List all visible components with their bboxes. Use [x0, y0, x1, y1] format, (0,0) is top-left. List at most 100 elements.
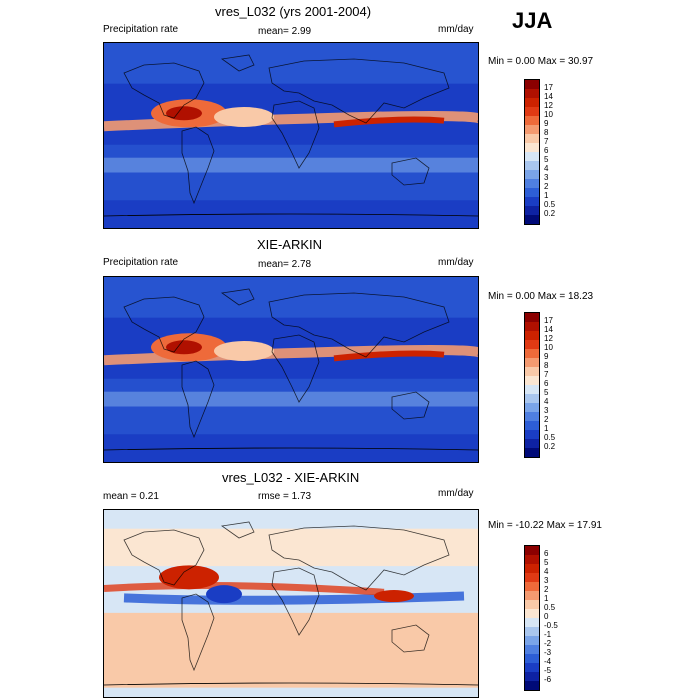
colorbar-swatch [525, 448, 539, 457]
colorbar-swatch [525, 358, 539, 367]
colorbar-swatch [525, 600, 539, 609]
colorbar-swatch [525, 188, 539, 197]
panel-1-title: vres_L032 (yrs 2001-2004) [215, 4, 372, 19]
colorbar-swatch [525, 403, 539, 412]
colorbar-swatch [525, 349, 539, 358]
panel-1-units: mm/day [438, 24, 474, 35]
colorbar-swatch [525, 654, 539, 663]
colorbar-swatch [525, 591, 539, 600]
colorbar-label: 6 [544, 146, 549, 155]
colorbar-label: 7 [544, 370, 549, 379]
colorbar-label: 0.2 [544, 209, 556, 218]
colorbar-swatch [525, 376, 539, 385]
colorbar-label: 0.5 [544, 200, 556, 209]
colorbar-label: 1 [544, 594, 549, 603]
panel-2-minmax: Min = 0.00 Max = 18.23 [488, 291, 594, 302]
panel-1-variable-label: Precipitation rate [103, 24, 179, 35]
panel-3-mean: mean = 0.21 [103, 491, 159, 502]
colorbar-swatch [525, 582, 539, 591]
panel-3-rmse: rmse = 1.73 [258, 491, 312, 502]
colorbar-label: 2 [544, 585, 549, 594]
colorbar-label: -4 [544, 657, 552, 666]
colorbar-label: 3 [544, 173, 549, 182]
colorbar-swatch [525, 681, 539, 690]
colorbar-swatch [525, 546, 539, 555]
colorbar-swatch [525, 663, 539, 672]
season-label: JJA [512, 8, 553, 33]
colorbar-label: 10 [544, 343, 553, 352]
colorbar-swatch [525, 618, 539, 627]
colorbar-label: 1 [544, 424, 549, 433]
colorbar-label: 8 [544, 361, 549, 370]
colorbar-label: 0.5 [544, 603, 556, 612]
colorbar-label: 8 [544, 128, 549, 137]
colorbar-swatch [525, 215, 539, 224]
colorbar-label: 5 [544, 388, 549, 397]
colorbar-swatch [525, 564, 539, 573]
colorbar-label: 2 [544, 182, 549, 191]
colorbar-swatch [525, 152, 539, 161]
colorbar-label: -0.5 [544, 621, 558, 630]
panel-2-colorbar [524, 312, 540, 458]
panel-3-title: vres_L032 - XIE-ARKIN [222, 470, 360, 485]
panel-3-minmax: Min = -10.22 Max = 17.91 [488, 520, 602, 531]
colorbar-swatch [525, 134, 539, 143]
colorbar-label: 17 [544, 316, 553, 325]
colorbar-label: 14 [544, 92, 553, 101]
colorbar-label: 4 [544, 567, 549, 576]
colorbar-swatch [525, 206, 539, 215]
colorbar-label: 12 [544, 101, 553, 110]
colorbar-swatch [525, 636, 539, 645]
colorbar-swatch [525, 609, 539, 618]
colorbar-label: 6 [544, 379, 549, 388]
colorbar-label: -1 [544, 630, 552, 639]
colorbar-swatch [525, 412, 539, 421]
colorbar-label: 4 [544, 164, 549, 173]
colorbar-label: -5 [544, 666, 552, 675]
colorbar-swatch [525, 125, 539, 134]
colorbar-swatch [525, 313, 539, 322]
colorbar-label: 5 [544, 558, 549, 567]
colorbar-label: 3 [544, 406, 549, 415]
panel-2-title: XIE-ARKIN [257, 237, 323, 252]
panel-2-variable-label: Precipitation rate [103, 257, 179, 268]
colorbar-label: 0.5 [544, 433, 556, 442]
colorbar-label: 9 [544, 119, 549, 128]
colorbar-label: 9 [544, 352, 549, 361]
colorbar-swatch [525, 98, 539, 107]
colorbar-swatch [525, 179, 539, 188]
colorbar-swatch [525, 430, 539, 439]
panel-2-units: mm/day [438, 257, 474, 268]
colorbar-label: -3 [544, 648, 552, 657]
panel-1-mean: mean= 2.99 [258, 26, 312, 37]
panel-1-minmax: Min = 0.00 Max = 30.97 [488, 56, 594, 67]
colorbar-label: 1 [544, 191, 549, 200]
colorbar-swatch [525, 107, 539, 116]
panel-1-map [103, 42, 479, 229]
colorbar-label: -6 [544, 675, 552, 684]
colorbar-label: 14 [544, 325, 553, 334]
colorbar-swatch [525, 80, 539, 89]
colorbar-swatch [525, 161, 539, 170]
colorbar-swatch [525, 573, 539, 582]
colorbar-swatch [525, 143, 539, 152]
colorbar-swatch [525, 627, 539, 636]
colorbar-label: 3 [544, 576, 549, 585]
colorbar-swatch [525, 555, 539, 564]
colorbar-swatch [525, 672, 539, 681]
colorbar-swatch [525, 331, 539, 340]
panel-3-map [103, 509, 479, 698]
colorbar-swatch [525, 439, 539, 448]
colorbar-label: 4 [544, 397, 549, 406]
colorbar-swatch [525, 197, 539, 206]
colorbar-label: 2 [544, 415, 549, 424]
colorbar-swatch [525, 394, 539, 403]
colorbar-swatch [525, 170, 539, 179]
colorbar-label: 0 [544, 612, 549, 621]
colorbar-swatch [525, 367, 539, 376]
colorbar-label: 7 [544, 137, 549, 146]
colorbar-swatch [525, 322, 539, 331]
panel-1-colorbar [524, 79, 540, 225]
panel-3-units: mm/day [438, 488, 474, 499]
colorbar-label: 12 [544, 334, 553, 343]
